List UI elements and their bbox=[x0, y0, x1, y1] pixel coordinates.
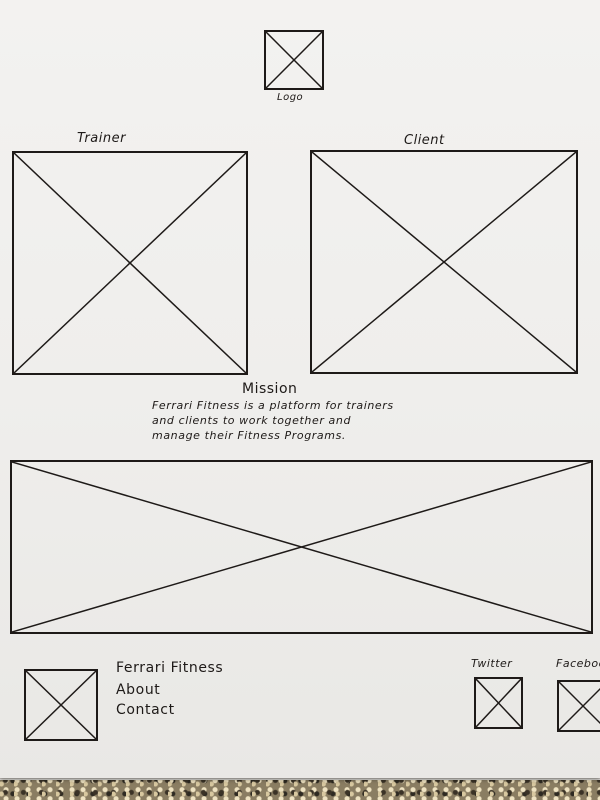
logo-label: Logo bbox=[277, 92, 304, 103]
placeholder-cross-icon bbox=[312, 152, 576, 372]
placeholder-cross-icon bbox=[26, 671, 96, 739]
placeholder-cross-icon bbox=[12, 462, 591, 632]
logo-image-placeholder[interactable] bbox=[264, 30, 324, 90]
client-image-placeholder[interactable] bbox=[310, 150, 578, 374]
mission-statement: Ferrari Fitness is a platform for traine… bbox=[152, 398, 452, 443]
banner-image-placeholder[interactable] bbox=[10, 460, 593, 634]
facebook-label: Facebook bbox=[556, 657, 600, 670]
placeholder-cross-icon bbox=[559, 682, 600, 730]
placeholder-cross-icon bbox=[14, 153, 246, 373]
mission-line: manage their Fitness Programs. bbox=[152, 429, 347, 442]
trainer-image-placeholder[interactable] bbox=[12, 151, 248, 375]
placeholder-cross-icon bbox=[266, 32, 322, 88]
footer-logo-placeholder[interactable] bbox=[24, 669, 98, 741]
wireframe-sheet: Logo Trainer Client Mission Ferrari Fitn… bbox=[0, 0, 600, 778]
twitter-icon-placeholder[interactable] bbox=[474, 677, 523, 729]
client-label: Client bbox=[404, 133, 445, 148]
footer-link-about[interactable]: About bbox=[116, 682, 161, 698]
trainer-label: Trainer bbox=[77, 131, 126, 146]
mission-heading: Mission bbox=[242, 381, 298, 397]
footer-link-contact[interactable]: Contact bbox=[116, 702, 175, 718]
footer-link-ferrari-fitness[interactable]: Ferrari Fitness bbox=[116, 660, 224, 676]
placeholder-cross-icon bbox=[476, 679, 521, 727]
mission-line: and clients to work together and bbox=[152, 414, 352, 427]
facebook-icon-placeholder[interactable] bbox=[557, 680, 600, 732]
facebook-column: Facebook bbox=[550, 650, 600, 750]
twitter-label: Twitter bbox=[471, 657, 513, 670]
mission-line: Ferrari Fitness is a platform for traine… bbox=[152, 399, 394, 412]
